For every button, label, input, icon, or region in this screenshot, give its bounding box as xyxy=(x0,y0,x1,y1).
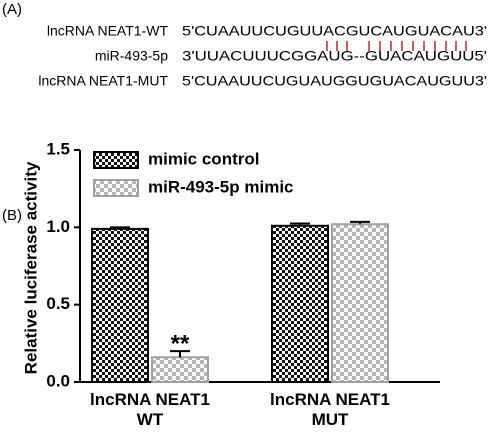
y-tick-label: 0.5 xyxy=(46,294,70,313)
bar xyxy=(91,227,149,383)
x-tick-label: lncRNA NEAT1 MUT xyxy=(270,390,390,429)
error-bar xyxy=(290,222,310,226)
panel-label: (A) xyxy=(2,1,22,18)
legend-swatch xyxy=(93,179,139,197)
significance: ** xyxy=(171,330,190,357)
row-name: lncRNA NEAT1-MUT xyxy=(38,73,168,89)
pairing-marks xyxy=(326,41,467,51)
x-tick-label: lncRNA NEAT1 WT xyxy=(90,390,210,429)
y-axis-label: Relative luciferase activity xyxy=(21,161,40,374)
legend-label: mimic control xyxy=(148,149,259,168)
y-tick-label: 1.5 xyxy=(46,139,70,158)
row-name: miR-493-5p xyxy=(95,48,168,64)
sequence: 3'UUACUUUCGGAUG--GUACAUGUU5' xyxy=(182,48,487,64)
row-name: lncRNA NEAT1-WT xyxy=(47,23,169,39)
error-bar xyxy=(350,220,370,225)
legend-label: miR-493-5p mimic xyxy=(148,177,294,196)
panel-label: (B) xyxy=(2,207,22,224)
y-tick-label: 1.0 xyxy=(46,217,70,236)
error-bar xyxy=(170,350,190,358)
legend-swatch xyxy=(93,151,139,169)
bar xyxy=(331,223,389,383)
sequence: 5'CUAAUUCUGUUACGUCAUGUACAU3' xyxy=(182,23,487,39)
error-bar xyxy=(110,226,130,229)
bar xyxy=(271,224,329,383)
bar xyxy=(151,356,209,383)
sequence: 5'CUAAUUCUGUAUGGUGUACAUGUU3' xyxy=(182,73,487,89)
y-tick-label: 0.0 xyxy=(46,371,70,390)
